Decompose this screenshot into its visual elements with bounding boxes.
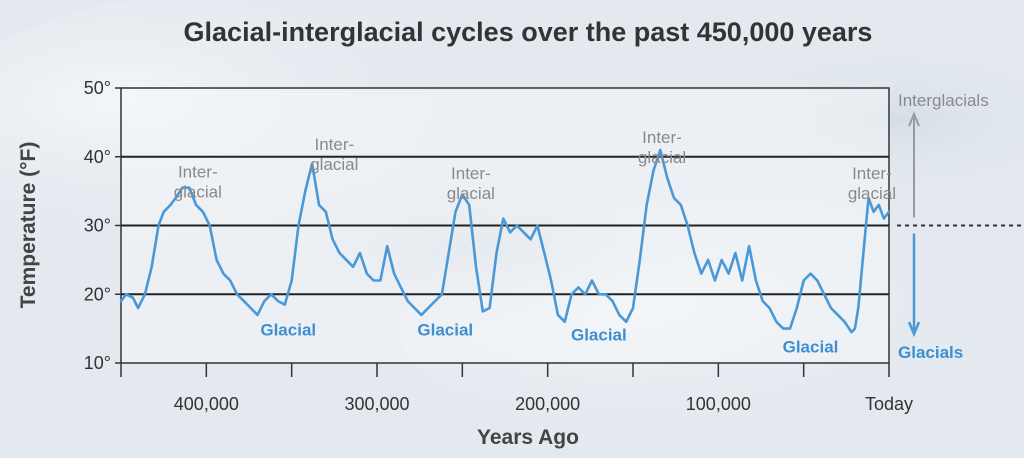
interglacial-annotation: Inter-glacial [638, 128, 686, 167]
glacial-annotation: Glacial [783, 338, 839, 357]
glacials-arrow-head [907, 321, 921, 338]
y-axis-ticks: 10° 20° 30° 40° 50° [84, 78, 121, 373]
interglacial-annotation: Inter-glacial [310, 135, 358, 174]
temperature-series-line [119, 148, 891, 334]
interglacial-annotation-line: Inter- [852, 164, 892, 183]
y-tick-label: 50° [84, 78, 111, 98]
interglacial-annotation-line: Inter- [642, 128, 682, 147]
glacial-annotation: Glacial [417, 321, 473, 340]
interglacial-annotation-line: Inter- [178, 162, 218, 181]
glacial-annotation-line: Glacial [417, 321, 473, 340]
interglacial-annotation-line: glacial [310, 155, 358, 174]
interglacial-annotation: Inter-glacial [848, 164, 896, 203]
x-tick-label: 100,000 [686, 394, 751, 414]
y-tick-label: 40° [84, 147, 111, 167]
interglacial-annotation: Inter-glacial [447, 164, 495, 203]
interglacial-annotation-line: Inter- [314, 135, 354, 154]
x-axis-title: Years Ago [477, 426, 579, 449]
x-tick-label: 400,000 [174, 394, 239, 414]
y-axis-title: Temperature (°F) [17, 142, 40, 309]
interglacial-annotation-line: glacial [638, 148, 686, 167]
glacials-label: Glacials [898, 343, 963, 362]
interglacial-annotation-line: glacial [174, 182, 222, 201]
x-tick-label: 300,000 [344, 394, 409, 414]
glacial-annotation: Glacial [571, 325, 627, 344]
y-tick-label: 10° [84, 353, 111, 373]
series-layer [119, 148, 891, 334]
glacial-annotation-line: Glacial [260, 321, 316, 340]
x-axis-ticks: 400,000 300,000 200,000 100,000 Today [120, 363, 913, 414]
chart-title: Glacial-interglacial cycles over the pas… [184, 17, 873, 47]
y-tick-label: 20° [84, 284, 111, 304]
interglacials-arrow-head [908, 111, 920, 127]
interglacial-annotation-line: Inter- [451, 164, 491, 183]
glacial-annotation-line: Glacial [783, 338, 839, 357]
glacial-annotation: Glacial [260, 321, 316, 340]
x-tick-label: Today [865, 394, 913, 414]
side-legend: Interglacials Glacials [898, 91, 989, 362]
interglacial-annotation: Inter-glacial [174, 162, 222, 201]
interglacial-annotation-line: glacial [848, 184, 896, 203]
glacial-annotation-line: Glacial [571, 325, 627, 344]
interglacials-label: Interglacials [898, 91, 989, 110]
x-tick-label: 200,000 [515, 394, 580, 414]
y-tick-label: 30° [84, 216, 111, 236]
interglacial-annotation-line: glacial [447, 184, 495, 203]
